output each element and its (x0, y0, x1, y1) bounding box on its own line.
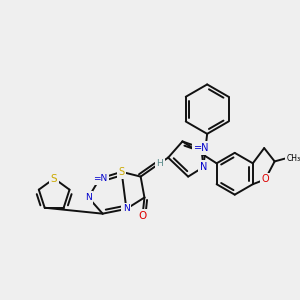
Text: H: H (156, 159, 163, 168)
Text: S: S (118, 167, 125, 177)
Text: N: N (85, 193, 92, 202)
Text: O: O (138, 211, 147, 220)
Text: =N: =N (93, 174, 107, 183)
Text: O: O (138, 211, 147, 220)
Text: S: S (118, 167, 125, 177)
Text: S: S (51, 173, 58, 184)
Text: =N: =N (194, 143, 209, 153)
Text: O: O (261, 175, 269, 184)
Text: H: H (156, 159, 163, 168)
Text: N: N (123, 204, 130, 213)
Text: =N: =N (194, 143, 209, 153)
Text: S: S (51, 173, 58, 184)
Text: N: N (123, 204, 130, 213)
Text: =N: =N (93, 174, 107, 183)
Text: N: N (200, 162, 207, 172)
Text: O: O (261, 175, 269, 184)
Text: N: N (85, 193, 92, 202)
Text: N: N (200, 162, 207, 172)
Text: CH₃: CH₃ (287, 154, 300, 163)
